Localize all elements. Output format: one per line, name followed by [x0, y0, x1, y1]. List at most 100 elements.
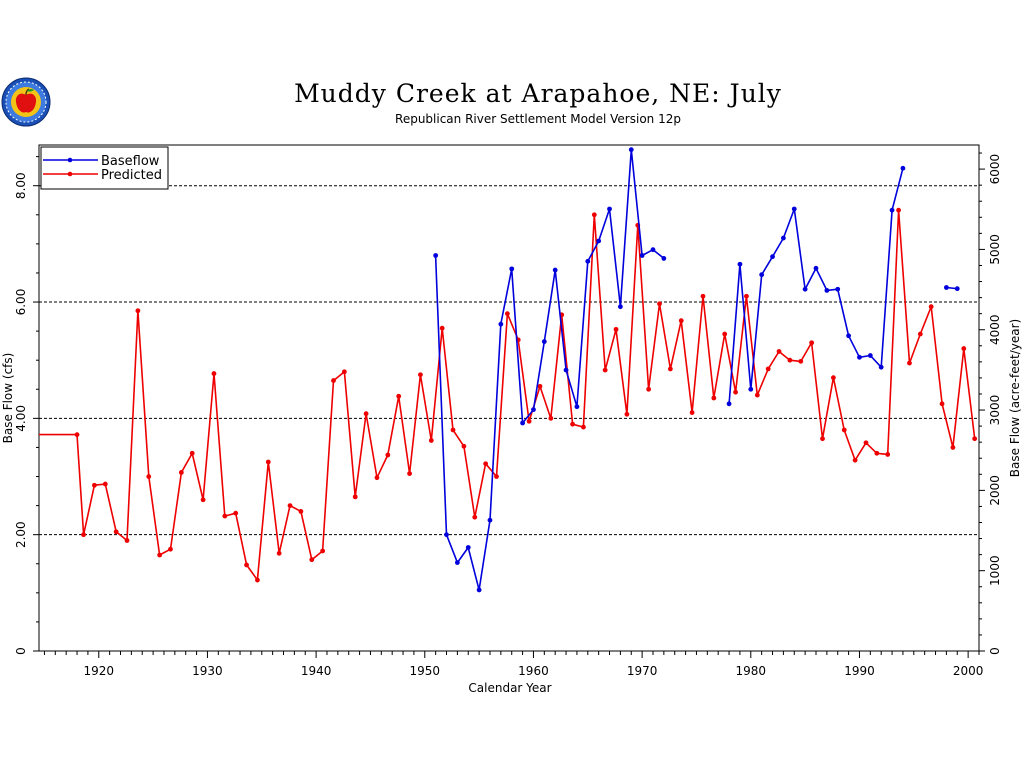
baseflow-point [476, 587, 482, 593]
legend-baseflow-marker [67, 157, 73, 163]
data-series [39, 147, 978, 593]
predicted-point [798, 358, 804, 364]
y2-tick-label: 5000 [988, 234, 1002, 265]
y2-tick-label: 1000 [988, 555, 1002, 586]
y2-tick-label: 2000 [988, 475, 1002, 506]
predicted-point [450, 427, 456, 433]
baseflow-point [889, 207, 895, 213]
x-axis-ticks: 1920 1930 1940 1950 1960 1970 1980 1990 2000 [43, 651, 983, 678]
baseflow-point [628, 147, 634, 153]
predicted-point [744, 293, 749, 299]
x-tick-label: 1980 [736, 664, 767, 678]
baseflow-point [498, 321, 504, 327]
baseflow-series-line [434, 148, 665, 591]
baseflow-point [531, 407, 536, 413]
baseflow-point [737, 261, 743, 267]
baseflow-point [900, 165, 906, 171]
predicted-point [483, 461, 489, 467]
predicted-point [711, 395, 717, 401]
baseflow-point [607, 206, 612, 212]
baseflow-point [487, 517, 493, 523]
predicted-point [157, 552, 163, 558]
predicted-point [809, 340, 815, 346]
predicted-point [776, 349, 782, 354]
baseflow-point [639, 253, 645, 258]
predicted-point [624, 411, 630, 417]
predicted-point [787, 357, 793, 363]
predicted-point [331, 378, 336, 383]
predicted-point [74, 432, 80, 438]
baseflow-point [759, 272, 765, 278]
x-tick-label: 1960 [518, 664, 549, 678]
baseflow-point [748, 386, 754, 392]
predicted-point [972, 436, 978, 442]
predicted-point [526, 418, 532, 424]
y2-tick-label: 6000 [988, 154, 1002, 185]
predicted-point [124, 538, 130, 543]
predicted-point [439, 325, 445, 331]
predicted-point [602, 367, 608, 373]
predicted-point [733, 389, 738, 395]
predicted-point [961, 346, 967, 351]
apple-seal-icon [1, 77, 51, 127]
predicted-point [874, 450, 880, 456]
y2-axis-label: Base Flow (acre-feet/year) [1008, 319, 1022, 477]
predicted-point [667, 366, 673, 372]
chart-title: Muddy Creek at Arapahoe, NE: July [294, 79, 782, 108]
baseflow-point [552, 267, 558, 273]
y-tick-label: 6.00 [14, 289, 28, 316]
y-tick-label: 0 [14, 647, 28, 655]
predicted-point [309, 557, 315, 563]
predicted-point [830, 375, 836, 381]
legend-predicted-marker [67, 171, 73, 177]
baseflow-point [520, 420, 525, 426]
predicted-series-line [39, 209, 976, 581]
predicted-point [244, 562, 249, 568]
y-tick-label: 4.00 [14, 405, 28, 432]
predicted-point [341, 369, 347, 375]
predicted-point [591, 212, 597, 218]
gridlines [39, 185, 979, 536]
predicted-point [494, 474, 499, 479]
baseflow-point [563, 367, 569, 373]
predicted-point [396, 393, 402, 399]
predicted-point [113, 529, 119, 535]
predicted-point [689, 410, 695, 415]
predicted-point [570, 421, 575, 427]
predicted-point [820, 436, 825, 442]
predicted-point [363, 411, 369, 417]
predicted-point [754, 392, 760, 398]
y2-tick-label: 3000 [988, 395, 1002, 426]
predicted-point [472, 514, 478, 520]
baseflow-point [857, 354, 862, 360]
baseflow-point [943, 285, 949, 290]
x-tick-label: 1950 [410, 664, 441, 678]
baseflow-point [878, 364, 884, 370]
predicted-point [950, 445, 956, 450]
y2-axis-ticks: 0 1000 2000 3000 4000 5000 6000 [979, 152, 1002, 655]
baseflow-point [802, 286, 808, 292]
predicted-point [657, 301, 662, 307]
baseflow-point [541, 339, 547, 344]
predicted-point [548, 415, 554, 421]
predicted-point [200, 497, 206, 503]
predicted-point [722, 331, 728, 337]
predicted-point [81, 532, 86, 538]
predicted-point [287, 503, 293, 508]
predicted-point [178, 470, 184, 475]
predicted-point [135, 308, 141, 314]
predicted-point [385, 452, 391, 458]
baseflow-point [835, 286, 841, 292]
predicted-point [418, 372, 423, 378]
predicted-point [700, 293, 706, 299]
predicted-point [646, 386, 652, 392]
x-tick-label: 1970 [627, 664, 658, 678]
x-tick-label: 1940 [301, 664, 332, 678]
x-tick-label: 1930 [192, 664, 223, 678]
predicted-point [374, 475, 380, 481]
predicted-point [863, 440, 869, 446]
predicted-point [461, 443, 467, 449]
legend: Baseflow Predicted [40, 146, 169, 190]
predicted-point [428, 438, 434, 443]
baseflow-point [509, 266, 515, 272]
